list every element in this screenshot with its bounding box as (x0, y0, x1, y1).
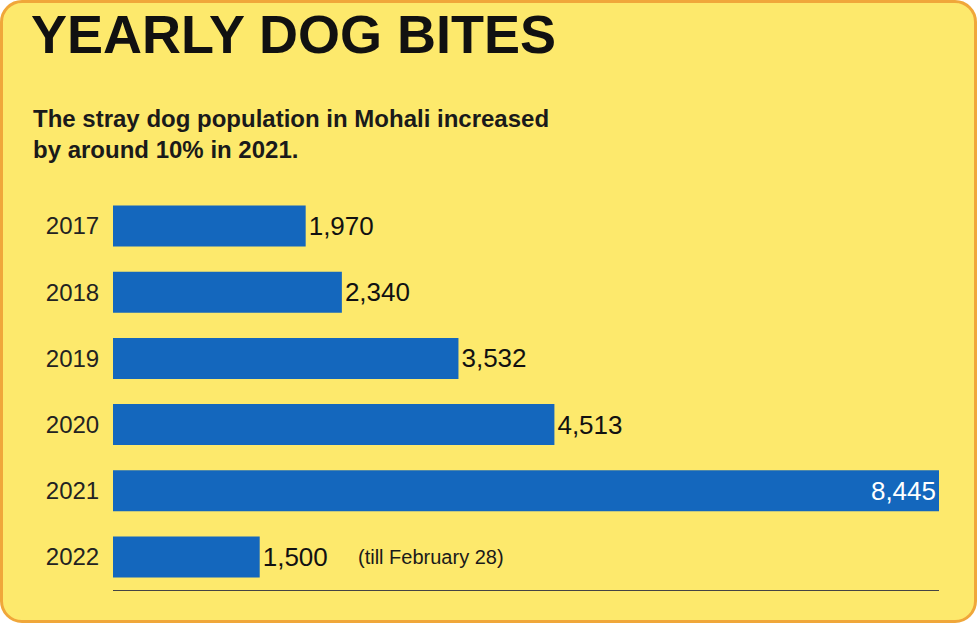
svg-text:2017: 2017 (46, 212, 99, 239)
svg-text:2,340: 2,340 (345, 277, 410, 307)
svg-text:2019: 2019 (46, 345, 99, 372)
svg-text:1,970: 1,970 (309, 211, 374, 241)
svg-text:The stray dog population in Mo: The stray dog population in Mohali incre… (33, 105, 549, 163)
svg-text:8,445: 8,445 (871, 476, 936, 506)
svg-text:2020: 2020 (46, 411, 99, 438)
svg-text:(till February 28): (till February 28) (358, 546, 504, 568)
svg-text:1,500: 1,500 (263, 542, 328, 572)
svg-text:2021: 2021 (46, 477, 99, 504)
svg-text:3,532: 3,532 (461, 343, 526, 373)
svg-text:YEARLY DOG BITES: YEARLY DOG BITES (31, 4, 556, 64)
svg-text:2018: 2018 (46, 279, 99, 306)
svg-text:4,513: 4,513 (557, 410, 622, 440)
svg-text:2022: 2022 (46, 543, 99, 570)
